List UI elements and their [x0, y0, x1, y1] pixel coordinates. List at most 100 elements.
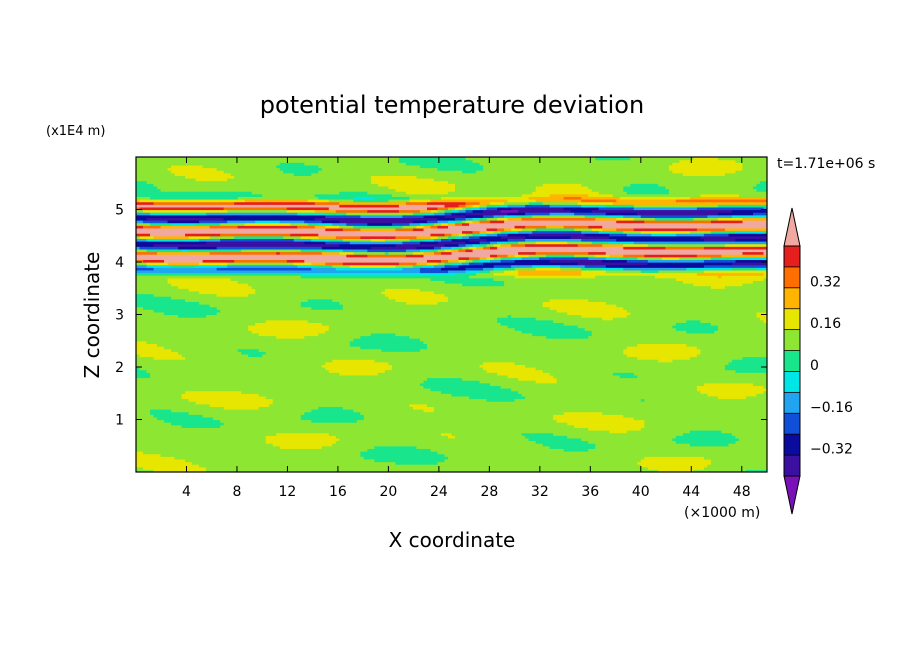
field-cell — [735, 170, 767, 174]
field-cell — [150, 222, 172, 226]
field-cell — [227, 220, 256, 224]
field-cell — [549, 259, 603, 263]
field-cell — [497, 317, 537, 321]
field-cell — [136, 424, 183, 428]
field-cell — [479, 206, 488, 211]
field-cell — [504, 280, 684, 284]
field-cell — [136, 348, 172, 352]
field-cell — [735, 440, 767, 444]
field-cell — [609, 230, 624, 234]
field-cell — [567, 241, 593, 245]
field-cell — [276, 335, 305, 339]
field-cell — [738, 193, 767, 197]
field-cell — [433, 290, 767, 295]
field-cell — [465, 243, 474, 247]
field-cell — [342, 304, 544, 308]
field-cell — [444, 212, 453, 216]
field-cell — [626, 309, 767, 313]
field-cell — [640, 464, 709, 468]
field-cell — [738, 437, 767, 442]
field-cell — [591, 227, 603, 232]
field-cell — [167, 220, 200, 224]
field-cell — [525, 204, 551, 208]
field-cell — [360, 227, 397, 232]
field-cell — [307, 199, 330, 203]
field-cell — [136, 209, 144, 213]
field-cell — [584, 233, 610, 237]
field-cell — [164, 346, 361, 350]
field-cell — [136, 204, 340, 208]
field-cell — [668, 164, 744, 169]
field-cell — [644, 220, 712, 224]
field-cell — [136, 356, 155, 360]
field-cell — [426, 262, 439, 266]
field-cell — [395, 243, 446, 247]
field-cell — [153, 414, 204, 418]
field-cell — [479, 162, 673, 166]
field-cell — [178, 314, 207, 318]
field-cell — [581, 267, 603, 271]
field-cell — [185, 233, 221, 237]
field-cell — [234, 201, 316, 205]
field-cell — [731, 256, 767, 260]
field-cell — [535, 241, 568, 245]
field-cell — [731, 359, 767, 363]
field-cell — [136, 157, 400, 161]
field-cell — [314, 193, 393, 197]
field-cell — [728, 443, 767, 447]
field-cell — [518, 390, 701, 394]
field-cell — [430, 277, 495, 281]
field-cell — [465, 220, 474, 224]
field-cell — [437, 235, 449, 239]
field-cell — [304, 259, 428, 263]
field-cell — [514, 254, 530, 258]
field-cell — [248, 353, 263, 358]
field-cell — [384, 369, 488, 373]
field-cell — [570, 209, 593, 213]
field-cell — [209, 225, 239, 229]
field-cell — [440, 259, 449, 263]
field-cell — [553, 432, 684, 436]
field-cell — [146, 262, 169, 266]
field-cell — [703, 466, 767, 470]
field-cell — [318, 406, 344, 410]
field-cell — [185, 356, 638, 360]
field-cell — [479, 230, 488, 234]
field-cell — [136, 437, 267, 442]
field-cell — [553, 414, 624, 418]
field-cell — [570, 235, 610, 239]
field-cell — [451, 248, 460, 253]
field-cell — [647, 259, 705, 263]
field-cell — [763, 319, 767, 323]
field-cell — [150, 233, 186, 237]
field-cell — [150, 409, 172, 413]
colorbar-frame — [783, 245, 801, 477]
field-cell — [423, 380, 481, 384]
field-cell — [574, 227, 593, 232]
field-cell — [405, 162, 481, 166]
field-cell — [136, 225, 144, 229]
field-cell — [696, 206, 765, 211]
field-cell — [363, 456, 449, 460]
field-cell — [731, 262, 767, 266]
field-cell — [588, 335, 767, 339]
x-tick-label: 12 — [279, 484, 297, 500]
field-cell — [497, 217, 509, 221]
field-cell — [136, 241, 207, 245]
x-tick-label: 16 — [329, 484, 347, 500]
colorbar-max-arrow — [783, 207, 801, 247]
field-cell — [507, 241, 519, 245]
field-cell — [227, 264, 298, 268]
field-cell — [465, 212, 509, 216]
field-cell — [241, 390, 442, 394]
field-cell — [623, 414, 767, 418]
field-cell — [693, 217, 719, 221]
field-cell — [451, 251, 519, 255]
field-cell — [717, 204, 767, 208]
field-cell — [497, 206, 512, 211]
field-cell — [612, 372, 635, 376]
field-cell — [577, 262, 649, 266]
field-cell — [504, 269, 519, 274]
field-cell — [146, 340, 351, 344]
field-cell — [209, 403, 270, 407]
